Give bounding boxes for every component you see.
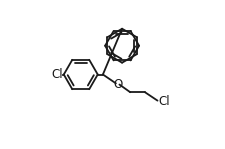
Text: O: O: [113, 78, 122, 91]
Text: Cl: Cl: [51, 68, 63, 81]
Text: Cl: Cl: [158, 95, 170, 108]
